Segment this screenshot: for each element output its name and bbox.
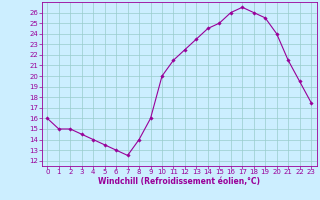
X-axis label: Windchill (Refroidissement éolien,°C): Windchill (Refroidissement éolien,°C) bbox=[98, 177, 260, 186]
